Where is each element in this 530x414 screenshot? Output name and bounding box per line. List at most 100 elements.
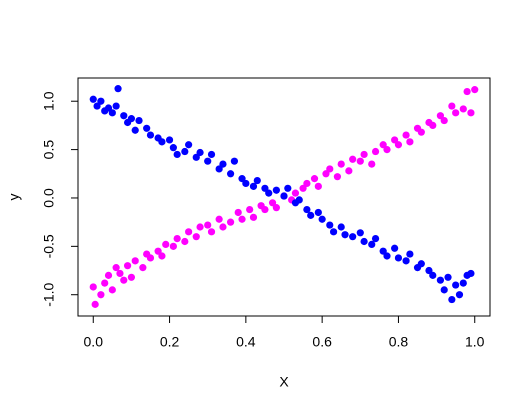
- point: [192, 233, 200, 241]
- point: [226, 218, 235, 226]
- point: [391, 244, 399, 252]
- point: [459, 105, 467, 113]
- point: [322, 170, 330, 178]
- point: [146, 254, 155, 262]
- point: [253, 176, 261, 185]
- point: [97, 97, 105, 105]
- point: [371, 235, 380, 243]
- point: [219, 160, 227, 168]
- point: [448, 295, 456, 304]
- point: [215, 215, 223, 223]
- point: [230, 157, 239, 165]
- point: [333, 173, 342, 181]
- point: [158, 138, 166, 146]
- point: [173, 150, 181, 159]
- point: [299, 184, 307, 192]
- point: [295, 196, 303, 204]
- point: [345, 167, 353, 175]
- point: [234, 208, 242, 217]
- point: [303, 205, 311, 214]
- point: [444, 273, 452, 281]
- point: [463, 87, 471, 96]
- point: [265, 189, 273, 197]
- point: [185, 228, 193, 236]
- point: [326, 165, 334, 173]
- point: [337, 223, 345, 231]
- point: [310, 175, 319, 183]
- point: [394, 254, 403, 262]
- point: [280, 192, 288, 200]
- point: [394, 141, 403, 149]
- point: [425, 266, 433, 275]
- point: [371, 147, 380, 156]
- point: [455, 291, 464, 299]
- point: [349, 233, 357, 241]
- point: [417, 260, 425, 268]
- point: [268, 199, 277, 207]
- y-tick-label: 1.0: [41, 91, 57, 111]
- y-tick-label: -0.5: [41, 234, 57, 258]
- point: [226, 170, 235, 178]
- point: [356, 229, 364, 237]
- x-tick-label: 0.4: [236, 334, 256, 350]
- point: [402, 131, 410, 139]
- point: [192, 153, 200, 161]
- point: [165, 136, 174, 144]
- y-tick-label: 0.0: [41, 188, 57, 208]
- point: [383, 145, 391, 154]
- point: [91, 300, 99, 308]
- point: [249, 182, 258, 190]
- point: [261, 205, 269, 214]
- point: [97, 291, 105, 299]
- point: [303, 179, 311, 188]
- point: [368, 160, 376, 168]
- y-tick-label: -1.0: [41, 282, 57, 306]
- point: [143, 124, 151, 132]
- point: [329, 228, 338, 236]
- point: [471, 86, 479, 94]
- point: [169, 242, 177, 250]
- point: [185, 141, 193, 149]
- point: [196, 148, 204, 157]
- point: [131, 126, 139, 134]
- point: [272, 186, 280, 194]
- point: [139, 264, 147, 272]
- point: [104, 104, 113, 112]
- point: [135, 116, 143, 125]
- point: [101, 279, 109, 287]
- point: [112, 264, 120, 272]
- x-tick-label: 1.0: [465, 334, 485, 350]
- point: [452, 281, 460, 289]
- point: [120, 112, 128, 120]
- point: [429, 121, 437, 130]
- point: [242, 179, 250, 188]
- point: [429, 271, 437, 279]
- point: [307, 211, 315, 219]
- point: [314, 208, 322, 217]
- point: [196, 223, 204, 231]
- x-tick-label: 0.8: [389, 334, 409, 350]
- point: [154, 247, 162, 255]
- point: [215, 165, 223, 173]
- point: [219, 223, 227, 231]
- point: [261, 184, 269, 192]
- point: [207, 150, 216, 159]
- point: [207, 228, 216, 236]
- point: [467, 109, 475, 117]
- point: [379, 141, 387, 149]
- point: [318, 215, 326, 223]
- point: [181, 237, 189, 246]
- point: [162, 240, 170, 249]
- point: [127, 115, 136, 123]
- point: [448, 102, 456, 110]
- point: [291, 189, 300, 197]
- point: [440, 116, 448, 125]
- point: [459, 279, 467, 287]
- point: [284, 184, 292, 192]
- point: [406, 250, 414, 258]
- point: [391, 136, 399, 144]
- x-tick-label: 0.2: [160, 334, 180, 350]
- point: [114, 85, 122, 93]
- point: [127, 273, 136, 281]
